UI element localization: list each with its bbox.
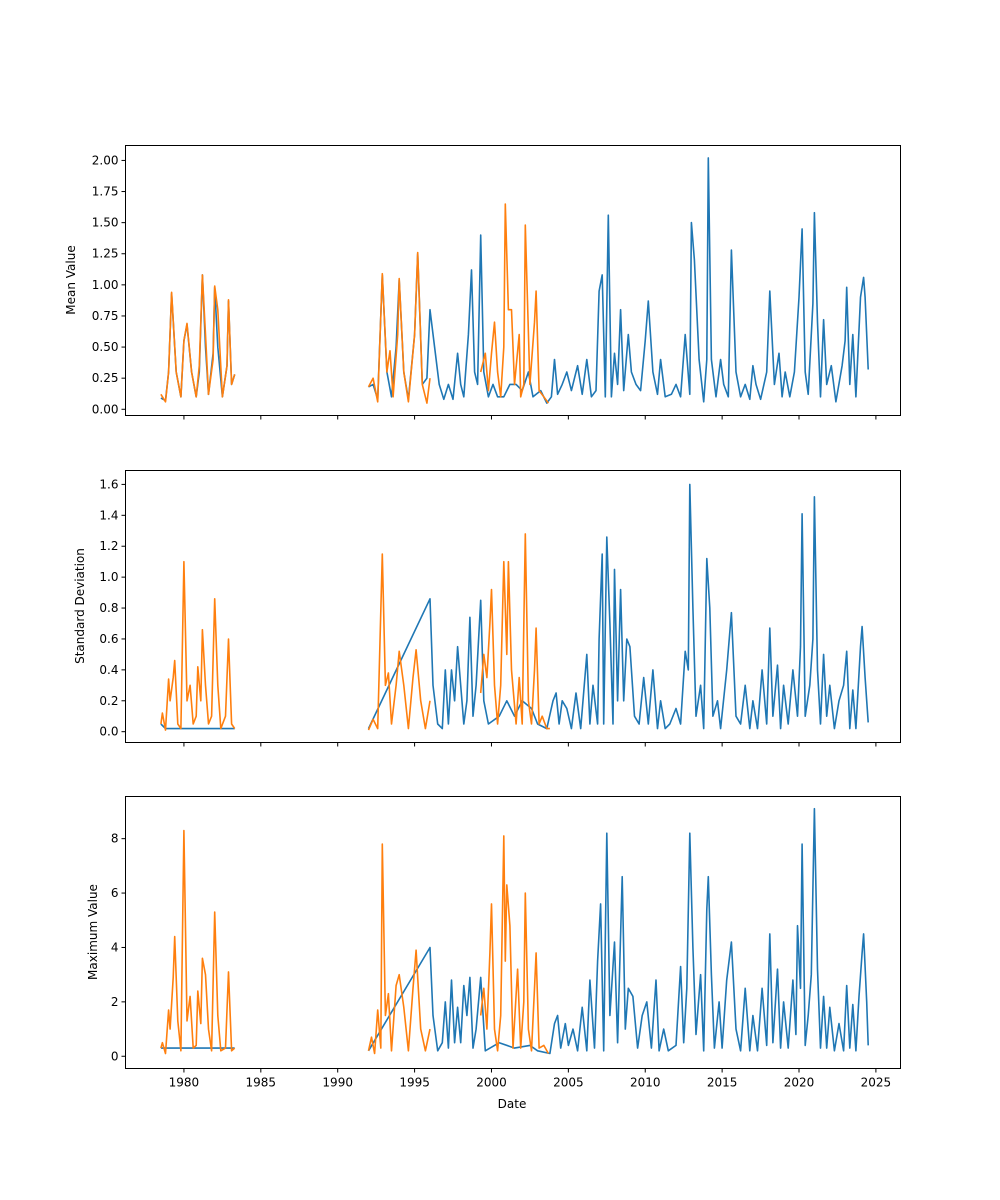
- y-tick-label: 1.0: [99, 570, 118, 584]
- max-series-orange-line-1: [367, 843, 431, 1055]
- y-axis-label-max: Maximum Value: [86, 884, 100, 980]
- y-tick-label: 0.75: [92, 309, 119, 323]
- x-tick-label: 1980: [169, 1076, 200, 1090]
- plot-area-max: [160, 807, 869, 1055]
- x-tick-label: 1995: [399, 1076, 430, 1090]
- y-tick-label: 0.0: [99, 725, 118, 739]
- y-ticks-std: 0.0 0.2 0.4 0.6 0.8 1.0 1.2 1.4 1.6: [99, 477, 126, 739]
- y-tick-label: 0: [111, 1049, 119, 1063]
- x-tick-label: 2020: [784, 1076, 815, 1090]
- y-tick-label: 1.6: [99, 477, 118, 491]
- y-ticks-max: 0 2 4 6 8: [111, 832, 126, 1063]
- y-tick-label: 4: [111, 940, 119, 954]
- x-tick-label: 2000: [476, 1076, 507, 1090]
- panel-mean-value: 0.00 0.25 0.50 0.75 1.00 1.25 1.50 1.75 2.00 Mea…: [64, 145, 901, 420]
- max-series-orange-line-0: [160, 829, 236, 1055]
- x-ticks-mean: [183, 415, 877, 420]
- y-tick-label: 0.2: [99, 694, 118, 708]
- y-axis-label-std: Standard Deviation: [73, 548, 87, 664]
- x-ticks-max: 1980 1985 1990 1995 2000 2005 2010 2015 2020 2025: [169, 1068, 892, 1090]
- x-ticks-std: [183, 742, 877, 747]
- x-axis-label: Date: [498, 1097, 527, 1111]
- y-tick-label: 1.4: [99, 508, 118, 522]
- y-tick-label: 1.75: [92, 185, 119, 199]
- mean-series-blue-line-1: [368, 157, 869, 404]
- axes-frame-mean: [125, 145, 901, 416]
- y-ticks-mean: 0.00 0.25 0.50 0.75 1.00 1.25 1.50 1.75 2.00: [92, 153, 126, 416]
- y-tick-label: 0.00: [92, 402, 119, 416]
- y-tick-label: 0.8: [99, 601, 118, 615]
- std-series-orange-line-1: [367, 553, 431, 731]
- x-tick-label: 1985: [246, 1076, 277, 1090]
- std-series-orange-line-2: [479, 533, 550, 730]
- mean-series-orange-line-1: [367, 251, 431, 404]
- std-series-orange-line-0: [160, 560, 236, 731]
- y-tick-label: 1.2: [99, 539, 118, 553]
- y-axis-label-mean: Mean Value: [64, 245, 78, 314]
- x-tick-label: 1990: [322, 1076, 353, 1090]
- y-tick-label: 0.4: [99, 663, 118, 677]
- max-series-orange-line-2: [479, 835, 550, 1054]
- y-tick-label: 2.00: [92, 153, 119, 167]
- plot-area-std: [160, 483, 869, 731]
- x-tick-label: 2015: [707, 1076, 738, 1090]
- y-tick-label: 1.50: [92, 216, 119, 230]
- max-series-blue-line-1: [367, 807, 869, 1055]
- mean-series-orange-line-0: [160, 274, 236, 403]
- y-tick-label: 8: [111, 832, 119, 846]
- y-tick-label: 6: [111, 886, 119, 900]
- x-tick-label: 2010: [630, 1076, 661, 1090]
- y-tick-label: 0.6: [99, 632, 118, 646]
- y-tick-label: 0.25: [92, 371, 119, 385]
- axes-frame-max: [125, 796, 901, 1069]
- plot-area-mean: [160, 157, 869, 404]
- y-tick-label: 1.00: [92, 278, 119, 292]
- x-tick-label: 2025: [861, 1076, 892, 1090]
- x-tick-label: 2005: [553, 1076, 584, 1090]
- std-series-blue-line-1: [367, 483, 869, 730]
- panel-maximum-value: 0 2 4 6 8 1980 1985 1990 1995 2000 2005 2010 2015 20…: [86, 796, 901, 1111]
- panel-standard-deviation: 0.0 0.2 0.4 0.6 0.8 1.0 1.2 1.4 1.6 Standard Dev…: [73, 470, 901, 747]
- y-tick-label: 2: [111, 995, 119, 1009]
- y-tick-label: 1.25: [92, 247, 119, 261]
- y-tick-label: 0.50: [92, 340, 119, 354]
- axes-frame-std: [125, 470, 901, 743]
- mean-series-orange-line-2: [479, 203, 550, 404]
